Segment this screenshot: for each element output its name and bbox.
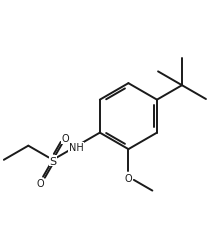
Text: O: O — [125, 173, 132, 183]
Text: O: O — [36, 178, 44, 188]
Text: S: S — [49, 156, 56, 166]
Text: O: O — [62, 134, 70, 144]
Text: NH: NH — [68, 143, 83, 153]
